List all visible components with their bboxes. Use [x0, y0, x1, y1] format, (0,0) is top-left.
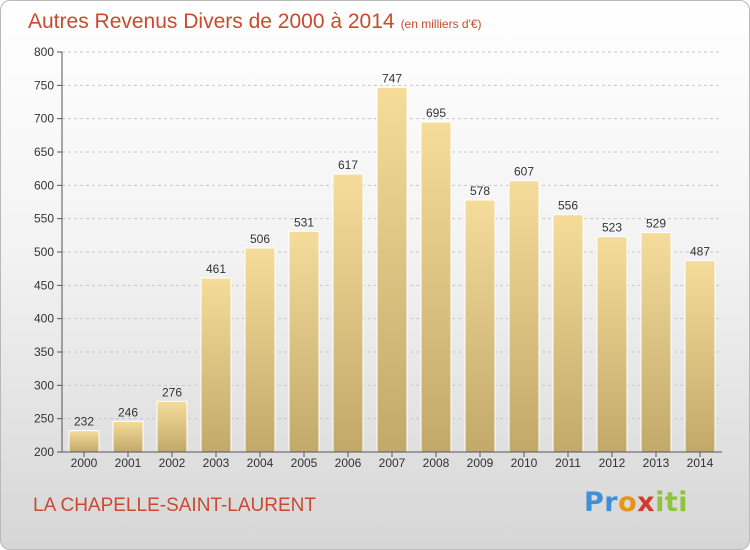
x-tick-label: 2013	[643, 456, 670, 470]
x-tick-label: 2008	[423, 456, 450, 470]
bar	[596, 236, 628, 453]
bar-value-label: 487	[690, 245, 710, 259]
bar	[640, 232, 672, 453]
bar-value-label: 556	[558, 199, 578, 213]
bar-value-label: 276	[162, 385, 182, 399]
y-tick-label: 750	[34, 78, 54, 92]
x-tick-label: 2007	[379, 456, 406, 470]
logo-part-4: iti	[655, 487, 689, 518]
bar	[288, 230, 320, 453]
x-tick-label: 2001	[115, 456, 142, 470]
bar-value-label: 607	[514, 165, 534, 179]
bar	[332, 173, 364, 453]
bar	[68, 430, 100, 453]
y-tick-label: 250	[34, 412, 54, 426]
chart-title: Autres Revenus Divers de 2000 à 2014 (en …	[28, 10, 482, 34]
logo-part-2: o	[618, 487, 638, 518]
bar	[420, 121, 452, 453]
logo-part-1: Pr	[584, 487, 619, 518]
x-tick-label: 2014	[687, 456, 714, 470]
y-tick-label: 650	[34, 145, 54, 159]
y-tick-label: 450	[34, 278, 54, 292]
bar-value-label: 695	[426, 106, 446, 120]
bar-value-label: 246	[118, 405, 138, 419]
bar	[464, 199, 496, 453]
bar-value-label: 523	[602, 221, 622, 235]
title-text: Autres Revenus Divers de 2000 à 2014	[28, 10, 395, 33]
bar-value-label: 461	[206, 262, 226, 276]
axes: 200 250 300 350 400 450 500 550 600 650 700 750 800 2…	[34, 45, 722, 470]
bar	[376, 86, 408, 453]
y-tick-label: 800	[34, 45, 54, 59]
x-tick-label: 2012	[599, 456, 626, 470]
bar-value-label: 232	[74, 415, 94, 429]
bar-value-label: 529	[646, 217, 666, 231]
bar-value-label: 617	[338, 158, 358, 172]
x-tick-label: 2004	[247, 456, 274, 470]
bar-value-label: 506	[250, 232, 270, 246]
bar-value-label: 578	[470, 184, 490, 198]
bar-value-label: 747	[382, 71, 402, 85]
x-tick-label: 2005	[291, 456, 318, 470]
y-tick-label: 500	[34, 245, 54, 259]
bar	[508, 180, 540, 453]
bar	[112, 420, 144, 453]
bar	[552, 214, 584, 453]
x-tick-label: 2009	[467, 456, 494, 470]
proxiti-logo[interactable]: Proxiti	[584, 487, 688, 518]
y-tick-label: 400	[34, 312, 54, 326]
bar-value-label: 531	[294, 215, 314, 229]
y-tick-label: 550	[34, 212, 54, 226]
y-tick-label: 200	[34, 445, 54, 459]
x-tick-label: 2010	[511, 456, 538, 470]
y-tick-label: 700	[34, 112, 54, 126]
y-tick-label: 300	[34, 378, 54, 392]
x-tick-label: 2003	[203, 456, 230, 470]
x-tick-label: 2000	[71, 456, 98, 470]
bar	[244, 247, 276, 453]
bar	[200, 277, 232, 453]
commune-name: LA CHAPELLE-SAINT-LAURENT	[33, 495, 316, 516]
bar	[156, 400, 188, 453]
bar	[684, 260, 716, 453]
title-unit: (en milliers d'€)	[400, 17, 482, 31]
x-tick-label: 2006	[335, 456, 362, 470]
y-tick-label: 350	[34, 345, 54, 359]
logo-part-3: x	[637, 487, 656, 518]
x-tick-label: 2002	[159, 456, 186, 470]
x-tick-label: 2011	[555, 456, 581, 470]
bars: 232 246 276 461 506 531 617 747 695 578 607 556 523 5…	[68, 71, 716, 453]
y-tick-label: 600	[34, 178, 54, 192]
